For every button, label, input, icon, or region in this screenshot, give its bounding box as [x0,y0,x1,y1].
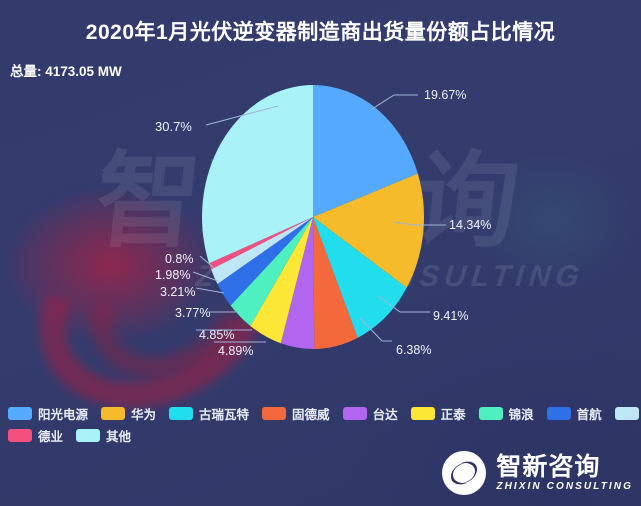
pie-data-label: 3.77% [175,306,211,320]
page-title: 2020年1月光伏逆变器制造商出货量份额占比情况 [85,21,556,44]
brand-text: 智新咨询 ZHIXIN CONSULTING [496,454,633,493]
pie-data-label: 19.67% [424,88,467,102]
pie-data-label: 0.8% [165,252,194,266]
legend-item-label: 华为 [131,407,157,422]
legend-item-label: 其他 [106,429,132,444]
legend-color-swatch [614,406,639,420]
pie-slice[interactable] [313,85,418,217]
pie-slice[interactable] [250,217,313,344]
pie-data-label: 3.21% [160,285,196,299]
pie-slice[interactable] [313,173,424,288]
pie-slice[interactable] [280,217,315,349]
brand-name-en: ZHIXIN CONSULTING [496,480,633,492]
pie-slice[interactable] [217,217,313,306]
legend-item[interactable]: 华为 [101,404,156,423]
pie-slice[interactable] [202,85,313,264]
legend-item-label: 德业 [38,429,64,444]
legend-item[interactable]: 固德威 [262,404,330,423]
legend-color-swatch [76,428,101,442]
legend-color-swatch [478,406,503,420]
pie-data-label: 14.34% [449,218,492,232]
pie-data-label: 4.85% [199,328,235,342]
legend-color-swatch [342,406,367,420]
legend-item-label: 古瑞瓦特 [199,407,250,422]
total-volume-label: 总量: 4173.05 MW [10,64,122,79]
swirl-logo-icon [441,450,487,496]
legend-row: 阳光电源 华为 古瑞瓦特 固德威 台达 正泰 锦浪 首航爱士惟 [8,402,641,424]
legend-row: 德业 其他 [8,424,641,446]
pie-slice[interactable] [209,217,313,270]
legend-item-label: 锦浪 [508,407,534,422]
legend-item[interactable]: 其他 [76,426,131,445]
legend-item[interactable]: 德业 [8,426,63,445]
legend-color-swatch [546,406,571,420]
legend-item-label: 正泰 [440,407,466,422]
pie-data-label: 4.89% [218,344,254,358]
pie-data-label: 9.41% [433,309,469,323]
legend-item[interactable]: 台达 [342,404,398,423]
legend: 阳光电源 华为 古瑞瓦特 固德威 台达 正泰 锦浪 首航爱士惟 德业 其他 [8,402,641,446]
brand-name-cn: 智新咨询 [496,452,601,481]
legend-color-swatch [101,406,126,420]
brand-logo: 智新咨询 ZHIXIN CONSULTING [441,450,633,496]
pie-chart-svg [202,85,424,349]
pie-slice[interactable] [313,217,358,349]
background-glow-teal [431,120,641,320]
legend-color-swatch [262,406,287,420]
pie-slice[interactable] [230,217,313,326]
legend-color-swatch [8,406,32,420]
legend-item[interactable]: 爱士惟 [614,404,641,423]
legend-item-label: 首航 [576,407,602,422]
legend-item[interactable]: 锦浪 [478,404,534,423]
pie-slice[interactable] [211,217,313,285]
pie-data-label: 1.98% [155,268,191,282]
legend-item[interactable]: 正泰 [410,404,466,423]
legend-color-swatch [410,406,435,420]
legend-color-swatch [8,428,32,442]
legend-item-label: 固德威 [292,407,330,422]
legend-item-label: 阳光电源 [38,407,89,422]
pie-data-label: 6.38% [396,343,432,357]
pie-chart [168,72,458,362]
legend-item[interactable]: 阳光电源 [8,404,88,423]
legend-color-swatch [169,406,194,420]
pie-data-label: 30.7% [155,119,192,134]
legend-item[interactable]: 古瑞瓦特 [169,404,249,423]
legend-item-label: 台达 [372,407,398,422]
legend-item[interactable]: 首航 [546,404,602,423]
